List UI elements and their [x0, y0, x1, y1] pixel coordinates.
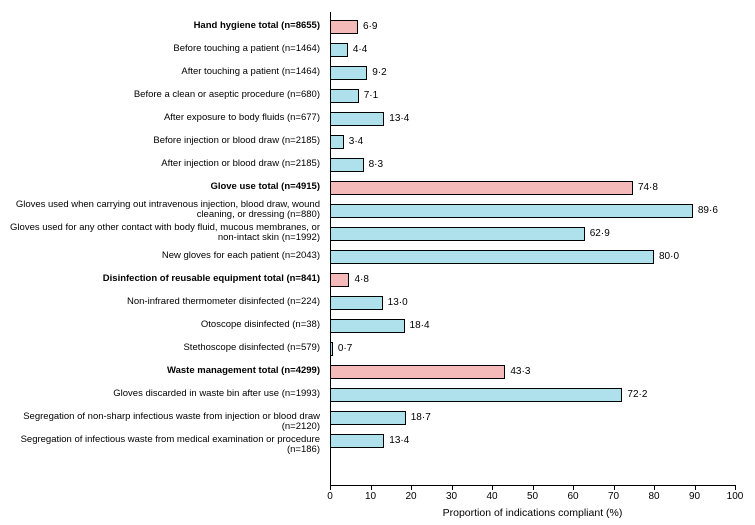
total-bar: [330, 273, 349, 287]
category-item-label: After exposure to body fluids (n=677): [0, 113, 326, 123]
category-item-label: Before touching a patient (n=1464): [0, 44, 326, 54]
item-bar: [330, 434, 384, 448]
bar-value-label: 72·2: [627, 389, 647, 400]
x-tick-label: 60: [567, 491, 578, 502]
category-total-label: Disinfection of reusable equipment total…: [0, 274, 326, 284]
x-tick-mark: [614, 485, 615, 490]
item-bar: [330, 89, 359, 103]
x-tick-mark: [411, 485, 412, 490]
category-item-label: Before a clean or aseptic procedure (n=6…: [0, 90, 326, 100]
bar-value-label: 80·0: [659, 251, 679, 262]
x-tick-mark: [654, 485, 655, 490]
bar-value-label: 13·0: [388, 297, 408, 308]
item-bar: [330, 43, 348, 57]
item-bar: [330, 135, 344, 149]
total-bar: [330, 181, 633, 195]
total-bar: [330, 20, 358, 34]
x-tick-label: 10: [365, 491, 376, 502]
x-tick-mark: [735, 485, 736, 490]
x-tick-label: 50: [527, 491, 538, 502]
bar-value-label: 89·6: [698, 205, 718, 216]
x-tick-mark: [492, 485, 493, 490]
bar-value-label: 74·8: [638, 182, 658, 193]
x-tick-mark: [452, 485, 453, 490]
item-bar: [330, 227, 585, 241]
total-bar: [330, 365, 505, 379]
category-item-label: After injection or blood draw (n=2185): [0, 159, 326, 169]
x-tick-mark: [533, 485, 534, 490]
item-bar: [330, 319, 405, 333]
item-bar: [330, 158, 364, 172]
bar-value-label: 13·4: [389, 435, 409, 446]
compliance-bar-chart: 0 10 20 30 40 50 60 70 80 90 100 Proportion of indi…: [0, 0, 755, 525]
category-total-label: Hand hygiene total (n=8655): [0, 21, 326, 31]
bar-value-label: 7·1: [364, 90, 378, 101]
item-bar: [330, 296, 383, 310]
category-item-label: Gloves used for any other contact with b…: [0, 223, 326, 244]
bar-value-label: 3·4: [349, 136, 363, 147]
x-tick-mark: [695, 485, 696, 490]
x-tick-label: 40: [486, 491, 497, 502]
bar-value-label: 13·4: [389, 113, 409, 124]
category-item-label: After touching a patient (n=1464): [0, 67, 326, 77]
x-tick-label: 70: [608, 491, 619, 502]
x-tick-label: 20: [405, 491, 416, 502]
category-item-label: Otoscope disinfected (n=38): [0, 320, 326, 330]
x-tick-label: 0: [327, 491, 333, 502]
x-axis-title: Proportion of indications compliant (%): [330, 507, 735, 519]
x-tick-label: 100: [727, 491, 744, 502]
bar-value-label: 6·9: [363, 21, 377, 32]
category-item-label: New gloves for each patient (n=2043): [0, 251, 326, 261]
category-item-label: Before injection or blood draw (n=2185): [0, 136, 326, 146]
x-tick-mark: [330, 485, 331, 490]
bar-value-label: 18·4: [410, 320, 430, 331]
category-total-label: Glove use total (n=4915): [0, 182, 326, 192]
category-item-label: Gloves used when carrying out intravenou…: [0, 200, 326, 221]
x-tick-label: 90: [689, 491, 700, 502]
category-item-label: Non-infrared thermometer disinfected (n=…: [0, 297, 326, 307]
bar-value-label: 4·8: [354, 274, 368, 285]
item-bar: [330, 112, 384, 126]
category-total-label: Waste management total (n=4299): [0, 366, 326, 376]
x-tick-mark: [371, 485, 372, 490]
item-bar: [330, 388, 622, 402]
bar-value-label: 62·9: [590, 228, 610, 239]
x-tick-label: 80: [648, 491, 659, 502]
category-item-label: Stethoscope disinfected (n=579): [0, 343, 326, 353]
bar-value-label: 4·4: [353, 44, 367, 55]
bar-value-label: 8·3: [369, 159, 383, 170]
item-bar: [330, 250, 654, 264]
x-tick-mark: [573, 485, 574, 490]
item-bar: [330, 204, 693, 218]
category-item-label: Segregation of non-sharp infectious wast…: [0, 412, 326, 433]
bar-value-label: 0·7: [338, 343, 352, 354]
category-item-label: Gloves discarded in waste bin after use …: [0, 389, 326, 399]
bar-value-label: 18·7: [411, 412, 431, 423]
item-bar: [330, 342, 333, 356]
item-bar: [330, 411, 406, 425]
bar-value-label: 9·2: [372, 67, 386, 78]
bar-value-label: 43·3: [510, 366, 530, 377]
category-item-label: Segregation of infectious waste from med…: [0, 435, 326, 456]
x-tick-label: 30: [446, 491, 457, 502]
item-bar: [330, 66, 367, 80]
